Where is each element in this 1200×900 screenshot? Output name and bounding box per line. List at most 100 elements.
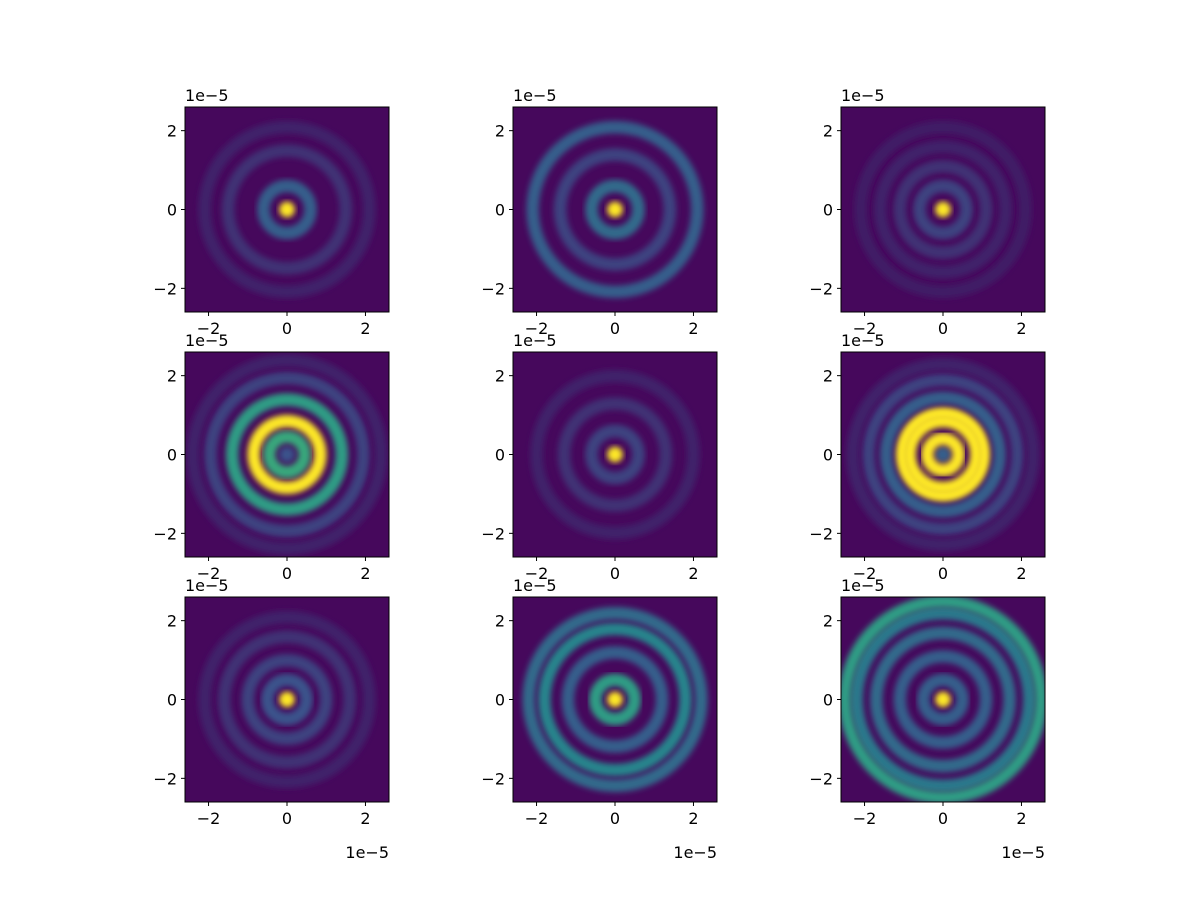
ring [522,606,708,793]
x-tick-label: 2 [1016,319,1026,338]
ring [257,179,317,240]
ring [530,369,700,540]
x-tick-label: 2 [688,564,698,583]
x-offset-label: 1e−5 [345,843,389,862]
panel: −2 0 2 −2 0 2 1e−5 [481,331,718,583]
y-tick-label: 0 [167,691,177,710]
y-tick-label: −2 [809,524,833,543]
panel: −2 0 2 −2 0 2 1e−5 [809,86,1046,338]
x-tick-label: −2 [197,809,221,828]
y-tick-label: −2 [481,279,505,298]
y-tick-label: 2 [823,367,833,386]
y-offset-label: 1e−5 [841,576,885,595]
x-tick-label: 2 [360,564,370,583]
ring [913,179,973,240]
x-tick-label: 0 [938,319,948,338]
y-tick-label: 2 [823,122,833,141]
ring [538,622,692,777]
x-tick-label: 0 [282,319,292,338]
y-offset-label: 1e−5 [841,86,885,105]
ring [862,373,1024,536]
y-tick-label: 2 [167,367,177,386]
center-spot [607,201,623,218]
y-tick-label: 0 [167,201,177,220]
x-tick-label: 0 [282,564,292,583]
y-tick-label: −2 [809,769,833,788]
ring [879,391,1007,518]
ring [585,179,645,240]
ring [217,630,357,769]
center-spot [279,201,295,218]
ring [589,673,641,726]
image [530,369,700,540]
y-offset-label: 1e−5 [841,331,885,350]
y-tick-label: 2 [495,122,505,141]
ring [247,414,327,495]
ring [870,626,1016,773]
y-tick-label: 0 [167,446,177,465]
image [522,606,708,793]
ring [854,120,1032,299]
y-tick-label: −2 [481,769,505,788]
x-tick-label: −2 [525,319,549,338]
center-spot [279,691,295,708]
y-tick-label: 2 [823,612,833,631]
x-tick-label: 0 [610,319,620,338]
ring [241,653,333,746]
center-spot [935,201,951,218]
ring [850,606,1036,793]
ring [225,393,349,516]
panel: −2 0 2 −2 0 2 1e−5 [153,331,390,583]
y-tick-label: 2 [167,122,177,141]
ring [553,148,677,271]
x-tick-label: 0 [282,809,292,828]
ring [221,144,353,275]
image [526,120,704,299]
panel: −2 0 2 −2 0 2 1e−5 1e−5 [153,576,390,862]
ring [526,120,704,299]
x-tick-label: −2 [853,564,877,583]
x-tick-label: 2 [360,319,370,338]
image [198,120,376,299]
x-tick-label: −2 [525,809,549,828]
ring [893,160,993,259]
center-spot [607,446,623,463]
image [841,597,1045,802]
ring [198,120,376,299]
x-tick-label: 0 [938,564,948,583]
y-offset-label: 1e−5 [513,331,557,350]
y-tick-label: 0 [823,691,833,710]
ring [198,610,376,789]
x-tick-label: −2 [197,319,221,338]
ring [921,432,965,477]
ring [261,673,313,726]
ring [186,354,388,555]
ring [263,430,311,479]
y-tick-label: −2 [809,279,833,298]
y-tick-label: −2 [153,279,177,298]
y-offset-label: 1e−5 [513,86,557,105]
center-spot [279,446,295,463]
panel: −2 0 2 −2 0 2 1e−5 1e−5 [809,576,1046,862]
x-tick-label: 2 [360,809,370,828]
y-offset-label: 1e−5 [185,86,229,105]
y-offset-label: 1e−5 [513,576,557,595]
y-tick-label: 2 [167,612,177,631]
y-tick-label: 0 [823,201,833,220]
y-tick-label: 0 [495,691,505,710]
ring [846,357,1040,552]
ring [895,407,991,502]
y-offset-label: 1e−5 [185,331,229,350]
y-tick-label: −2 [153,524,177,543]
x-tick-label: 0 [610,809,620,828]
y-tick-label: 2 [495,612,505,631]
ring [557,397,673,512]
center-spot [935,446,951,463]
image [186,354,388,555]
ring [841,597,1045,802]
y-offset-label: 1e−5 [185,576,229,595]
y-tick-label: 2 [495,367,505,386]
ring [893,650,993,749]
ring [903,414,983,495]
